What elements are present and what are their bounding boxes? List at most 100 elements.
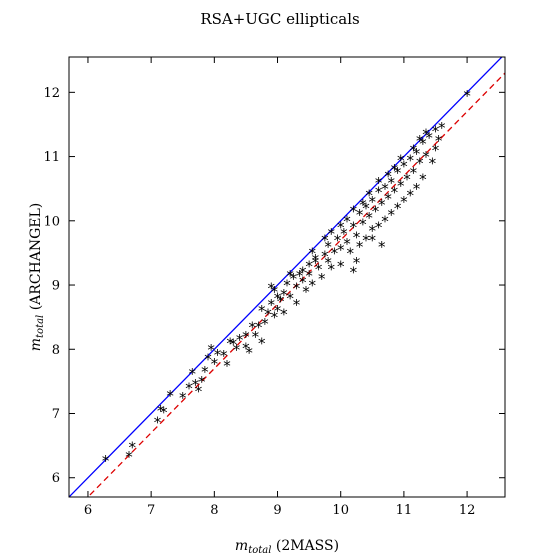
data-point: * bbox=[365, 209, 373, 227]
x-tick-label: 6 bbox=[84, 503, 92, 518]
data-point: * bbox=[245, 344, 253, 362]
data-point: * bbox=[264, 305, 272, 323]
data-point: * bbox=[394, 199, 402, 217]
data-point: * bbox=[435, 132, 443, 150]
data-point: * bbox=[362, 232, 370, 250]
data-point: * bbox=[305, 257, 313, 275]
data-point: * bbox=[384, 167, 392, 185]
x-tick-label: 7 bbox=[147, 503, 155, 518]
data-point: * bbox=[410, 142, 418, 160]
data-point: * bbox=[195, 383, 203, 401]
fit-line bbox=[87, 72, 505, 497]
data-point: * bbox=[236, 331, 244, 349]
data-point: * bbox=[277, 293, 285, 311]
data-point: * bbox=[286, 289, 294, 307]
data-point: * bbox=[160, 404, 168, 422]
data-point: * bbox=[233, 341, 241, 359]
data-point: * bbox=[384, 190, 392, 208]
data-point: * bbox=[226, 334, 234, 352]
data-point: * bbox=[267, 296, 275, 314]
y-tick-label: 8 bbox=[52, 343, 60, 358]
data-point: * bbox=[422, 126, 430, 144]
data-point: * bbox=[400, 158, 408, 176]
data-point: * bbox=[214, 346, 222, 364]
data-point: * bbox=[283, 277, 291, 295]
data-point: * bbox=[369, 193, 377, 211]
data-point: * bbox=[406, 151, 414, 169]
data-point: * bbox=[327, 260, 335, 278]
data-point: * bbox=[324, 238, 332, 256]
data-point: * bbox=[290, 270, 298, 288]
data-point: * bbox=[204, 350, 212, 368]
data-point: * bbox=[432, 122, 440, 140]
data-point: * bbox=[166, 387, 174, 405]
x-tick-label: 9 bbox=[273, 503, 281, 518]
x-axis-label: mtotal (2MASS) bbox=[235, 538, 339, 556]
data-point: * bbox=[201, 363, 209, 381]
data-point: * bbox=[337, 257, 345, 275]
data-point: * bbox=[293, 296, 301, 314]
y-tick-label: 10 bbox=[43, 214, 60, 229]
data-point: * bbox=[350, 203, 358, 221]
data-point: * bbox=[274, 289, 282, 307]
data-point: * bbox=[337, 241, 345, 259]
data-point: * bbox=[286, 267, 294, 285]
data-point: * bbox=[340, 225, 348, 243]
data-point: * bbox=[334, 232, 342, 250]
data-point: * bbox=[416, 154, 424, 172]
data-point: * bbox=[391, 161, 399, 179]
data-point: * bbox=[378, 196, 386, 214]
reference-lines bbox=[69, 57, 505, 497]
data-point: * bbox=[397, 177, 405, 195]
data-point: * bbox=[299, 273, 307, 291]
y-tick-label: 12 bbox=[43, 86, 60, 101]
data-point: * bbox=[207, 341, 215, 359]
axis-ticks: 6 7 8 9 10 11 12 6 7 8 9 10 11 12 bbox=[43, 57, 505, 518]
plot-frame bbox=[68, 56, 506, 498]
data-point: * bbox=[378, 238, 386, 256]
data-point: * bbox=[359, 196, 367, 214]
data-point: * bbox=[425, 129, 433, 147]
one-to-one-line bbox=[69, 57, 503, 497]
data-point: * bbox=[274, 302, 282, 320]
data-point: * bbox=[315, 260, 323, 278]
y-tick-label: 11 bbox=[43, 150, 60, 165]
data-point: * bbox=[271, 309, 279, 327]
data-point: * bbox=[429, 154, 437, 172]
data-point: * bbox=[321, 232, 329, 250]
data-point: * bbox=[128, 438, 136, 456]
data-point: * bbox=[223, 357, 231, 375]
data-point: * bbox=[353, 254, 361, 272]
data-point: * bbox=[359, 216, 367, 234]
data-point: * bbox=[324, 254, 332, 272]
data-point: * bbox=[258, 334, 266, 352]
data-point: * bbox=[258, 302, 266, 320]
data-point: * bbox=[362, 199, 370, 217]
data-point: * bbox=[346, 244, 354, 262]
data-point: * bbox=[154, 413, 162, 431]
data-point: * bbox=[252, 328, 260, 346]
y-axis-label: mtotal (ARCHANGEL) bbox=[28, 203, 46, 352]
data-point: * bbox=[422, 148, 430, 166]
x-tick-label: 10 bbox=[332, 503, 349, 518]
data-point: * bbox=[432, 142, 440, 160]
data-point: * bbox=[350, 219, 358, 237]
data-point: * bbox=[267, 280, 275, 298]
data-point: * bbox=[375, 219, 383, 237]
data-point: * bbox=[369, 222, 377, 240]
data-point: * bbox=[463, 87, 471, 105]
data-point: * bbox=[419, 135, 427, 153]
data-point: * bbox=[305, 267, 313, 285]
data-point: * bbox=[312, 251, 320, 269]
data-point: * bbox=[198, 373, 206, 391]
data-point: * bbox=[280, 286, 288, 304]
y-tick-label: 9 bbox=[52, 279, 60, 294]
data-point: * bbox=[416, 132, 424, 150]
data-point: * bbox=[299, 264, 307, 282]
data-point: * bbox=[343, 235, 351, 253]
data-point: * bbox=[280, 305, 288, 323]
data-points: * ****** *********************************… bbox=[102, 87, 471, 470]
data-point: * bbox=[179, 389, 187, 407]
data-point: * bbox=[356, 206, 364, 224]
data-point: * bbox=[302, 283, 310, 301]
